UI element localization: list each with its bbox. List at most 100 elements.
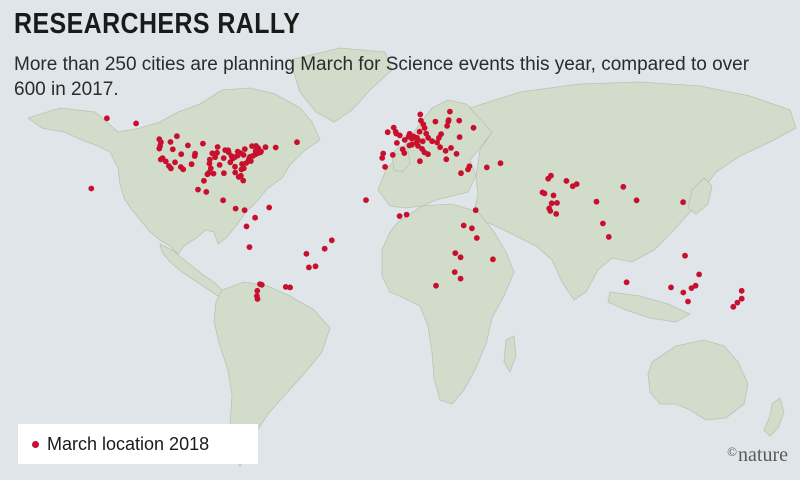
march-location-marker — [623, 279, 630, 286]
march-location-marker — [452, 250, 459, 256]
march-location-marker — [483, 164, 490, 171]
march-location-marker — [593, 198, 600, 205]
credit-text: nature — [738, 444, 788, 466]
march-location-marker — [243, 223, 250, 230]
march-location-marker — [420, 121, 427, 128]
march-location-marker — [547, 208, 554, 214]
march-location-marker — [216, 162, 223, 168]
march-location-marker — [272, 144, 279, 151]
march-location-marker — [434, 139, 440, 146]
march-location-marker — [192, 150, 199, 157]
march-location-marker — [266, 204, 273, 211]
march-location-marker — [730, 303, 737, 310]
march-location-marker — [696, 271, 702, 278]
march-location-marker — [415, 143, 421, 149]
march-location-marker — [419, 146, 425, 152]
march-location-marker — [257, 281, 263, 287]
march-location-marker — [214, 149, 220, 156]
march-location-marker — [433, 282, 439, 289]
march-location-marker — [201, 177, 207, 184]
march-location-marker — [396, 213, 403, 220]
march-location-marker — [456, 117, 463, 124]
march-location-marker — [620, 183, 627, 190]
march-location-marker — [466, 163, 473, 170]
march-location-marker — [104, 115, 110, 122]
march-location-marker — [554, 200, 560, 206]
landmass-north-america — [27, 87, 321, 255]
march-location-marker — [204, 171, 211, 178]
march-location-marker — [232, 163, 238, 170]
march-location-marker — [382, 164, 388, 170]
march-location-marker — [682, 252, 688, 259]
landmass-japan — [687, 177, 713, 215]
march-location-marker — [563, 178, 570, 184]
march-location-marker — [416, 128, 423, 135]
march-location-marker — [688, 285, 695, 291]
march-location-marker — [458, 170, 464, 177]
march-location-marker — [88, 185, 95, 192]
march-location-marker — [738, 295, 745, 302]
nature-credit: ©nature — [727, 444, 788, 467]
march-location-marker — [240, 152, 247, 158]
march-location-marker — [401, 137, 408, 143]
march-location-marker — [210, 170, 217, 177]
chart-title: RESEARCHERS RALLY — [14, 8, 301, 40]
march-location-marker — [409, 141, 415, 148]
march-location-marker — [384, 129, 391, 136]
march-location-marker — [185, 142, 191, 149]
march-location-marker — [225, 147, 232, 154]
march-location-marker — [178, 151, 185, 158]
march-location-marker — [432, 118, 439, 125]
march-location-marker — [328, 237, 335, 244]
march-location-marker — [734, 299, 741, 306]
march-location-marker — [167, 139, 174, 145]
chart-subtitle: More than 250 cities are planning March … — [14, 54, 750, 100]
march-location-marker — [195, 186, 201, 193]
march-location-marker — [425, 151, 431, 158]
march-location-marker — [252, 214, 258, 221]
march-location-marker — [254, 296, 261, 302]
landmass-africa — [381, 203, 515, 405]
march-location-marker — [403, 211, 410, 218]
march-location-marker — [389, 152, 396, 158]
march-location-marker — [553, 211, 560, 217]
march-location-marker — [214, 144, 221, 150]
march-location-marker — [425, 134, 432, 141]
march-location-marker — [162, 158, 169, 165]
march-location-marker — [257, 149, 264, 156]
march-location-marker — [633, 197, 640, 204]
march-location-marker — [457, 275, 464, 282]
march-location-marker — [238, 166, 245, 173]
march-location-marker — [473, 235, 480, 241]
march-location-marker — [685, 298, 691, 305]
march-location-marker — [221, 170, 227, 177]
landmass-new-zealand — [763, 397, 785, 437]
march-location-marker — [600, 220, 606, 227]
march-location-marker — [680, 199, 686, 206]
march-location-marker — [282, 284, 289, 290]
march-location-marker — [668, 284, 674, 291]
march-location-marker — [541, 190, 548, 197]
march-location-marker — [169, 146, 176, 153]
march-location-marker — [429, 138, 435, 145]
landmass-madagascar — [503, 335, 517, 373]
march-location-marker — [206, 156, 213, 163]
march-location-marker — [460, 222, 467, 229]
march-location-marker — [241, 146, 248, 153]
march-location-marker — [200, 140, 206, 147]
march-location-marker — [174, 133, 180, 140]
landmass-indonesia — [607, 291, 691, 323]
march-location-marker — [573, 181, 580, 188]
march-location-marker — [456, 134, 463, 141]
march-location-marker — [490, 256, 496, 263]
march-location-marker — [188, 161, 195, 168]
march-location-marker — [605, 234, 612, 240]
march-location-marker — [448, 145, 454, 151]
march-location-marker — [312, 263, 319, 270]
march-location-marker — [156, 145, 163, 152]
march-location-marker — [680, 289, 687, 296]
march-location-marker — [232, 205, 239, 212]
march-location-marker — [249, 143, 255, 150]
march-location-marker — [254, 287, 261, 294]
march-location-marker — [472, 207, 479, 214]
